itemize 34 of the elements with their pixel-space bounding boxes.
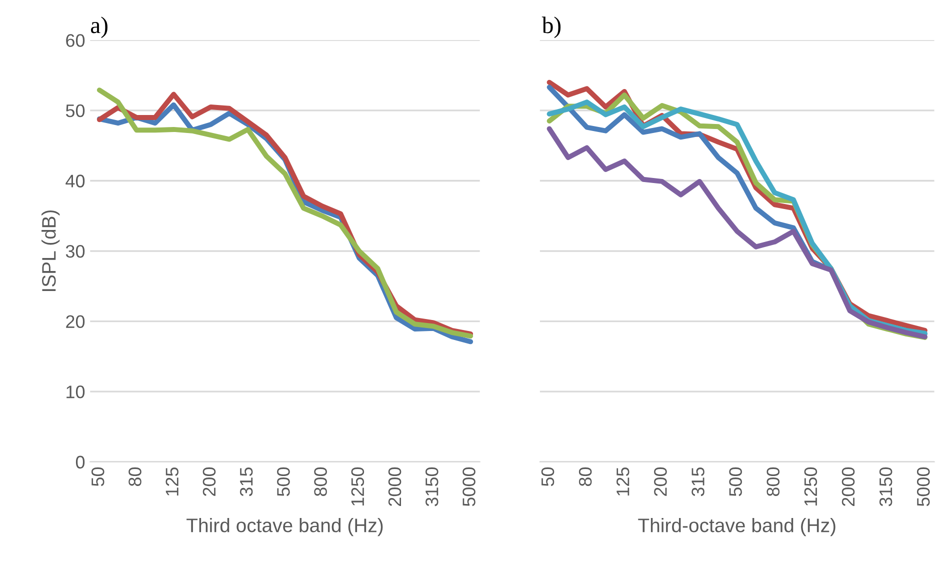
x-tick-label: 2000 xyxy=(842,467,855,506)
x-tick-label: 800 xyxy=(766,467,780,496)
x-tick-label: 1250 xyxy=(351,467,364,506)
x-tick-label: 50 xyxy=(541,467,554,486)
y-tick-label: 50 xyxy=(66,104,85,118)
y-tick-label: 30 xyxy=(66,244,85,258)
x-tick-label: 315 xyxy=(240,467,253,496)
x-axis-title: Third octave band (Hz) xyxy=(186,518,383,536)
x-tick-label: 3150 xyxy=(879,467,892,506)
x-tick-label: 200 xyxy=(654,467,667,496)
y-axis-title: ISPL (dB) xyxy=(42,210,60,292)
chart-title: a) xyxy=(90,16,108,38)
x-tick-label: 5000 xyxy=(462,467,476,506)
x-tick-label: 500 xyxy=(277,467,290,496)
x-tick-label: 80 xyxy=(578,467,592,486)
x-tick-label: 1250 xyxy=(804,467,818,506)
x-tick-label: 200 xyxy=(202,467,216,496)
x-tick-label: 125 xyxy=(616,467,630,496)
x-tick-label: 800 xyxy=(314,467,327,496)
y-tick-label: 0 xyxy=(76,456,85,469)
x-tick-label: 2000 xyxy=(388,467,402,506)
x-tick-label: 315 xyxy=(692,467,704,496)
y-tick-label: 20 xyxy=(66,315,85,328)
x-tick-label: 125 xyxy=(166,467,178,496)
x-tick-label: 50 xyxy=(91,467,104,486)
y-tick-label: 10 xyxy=(66,386,85,398)
x-tick-label: 80 xyxy=(128,467,142,486)
x-tick-label: 3150 xyxy=(426,467,438,506)
x-tick-label: 5000 xyxy=(916,467,930,506)
y-tick-label: 60 xyxy=(66,34,85,47)
x-axis-title: Third-octave band (Hz) xyxy=(638,518,836,536)
y-tick-label: 40 xyxy=(66,174,85,188)
chart-title: b) xyxy=(542,16,561,38)
x-tick-label: 500 xyxy=(729,467,742,496)
